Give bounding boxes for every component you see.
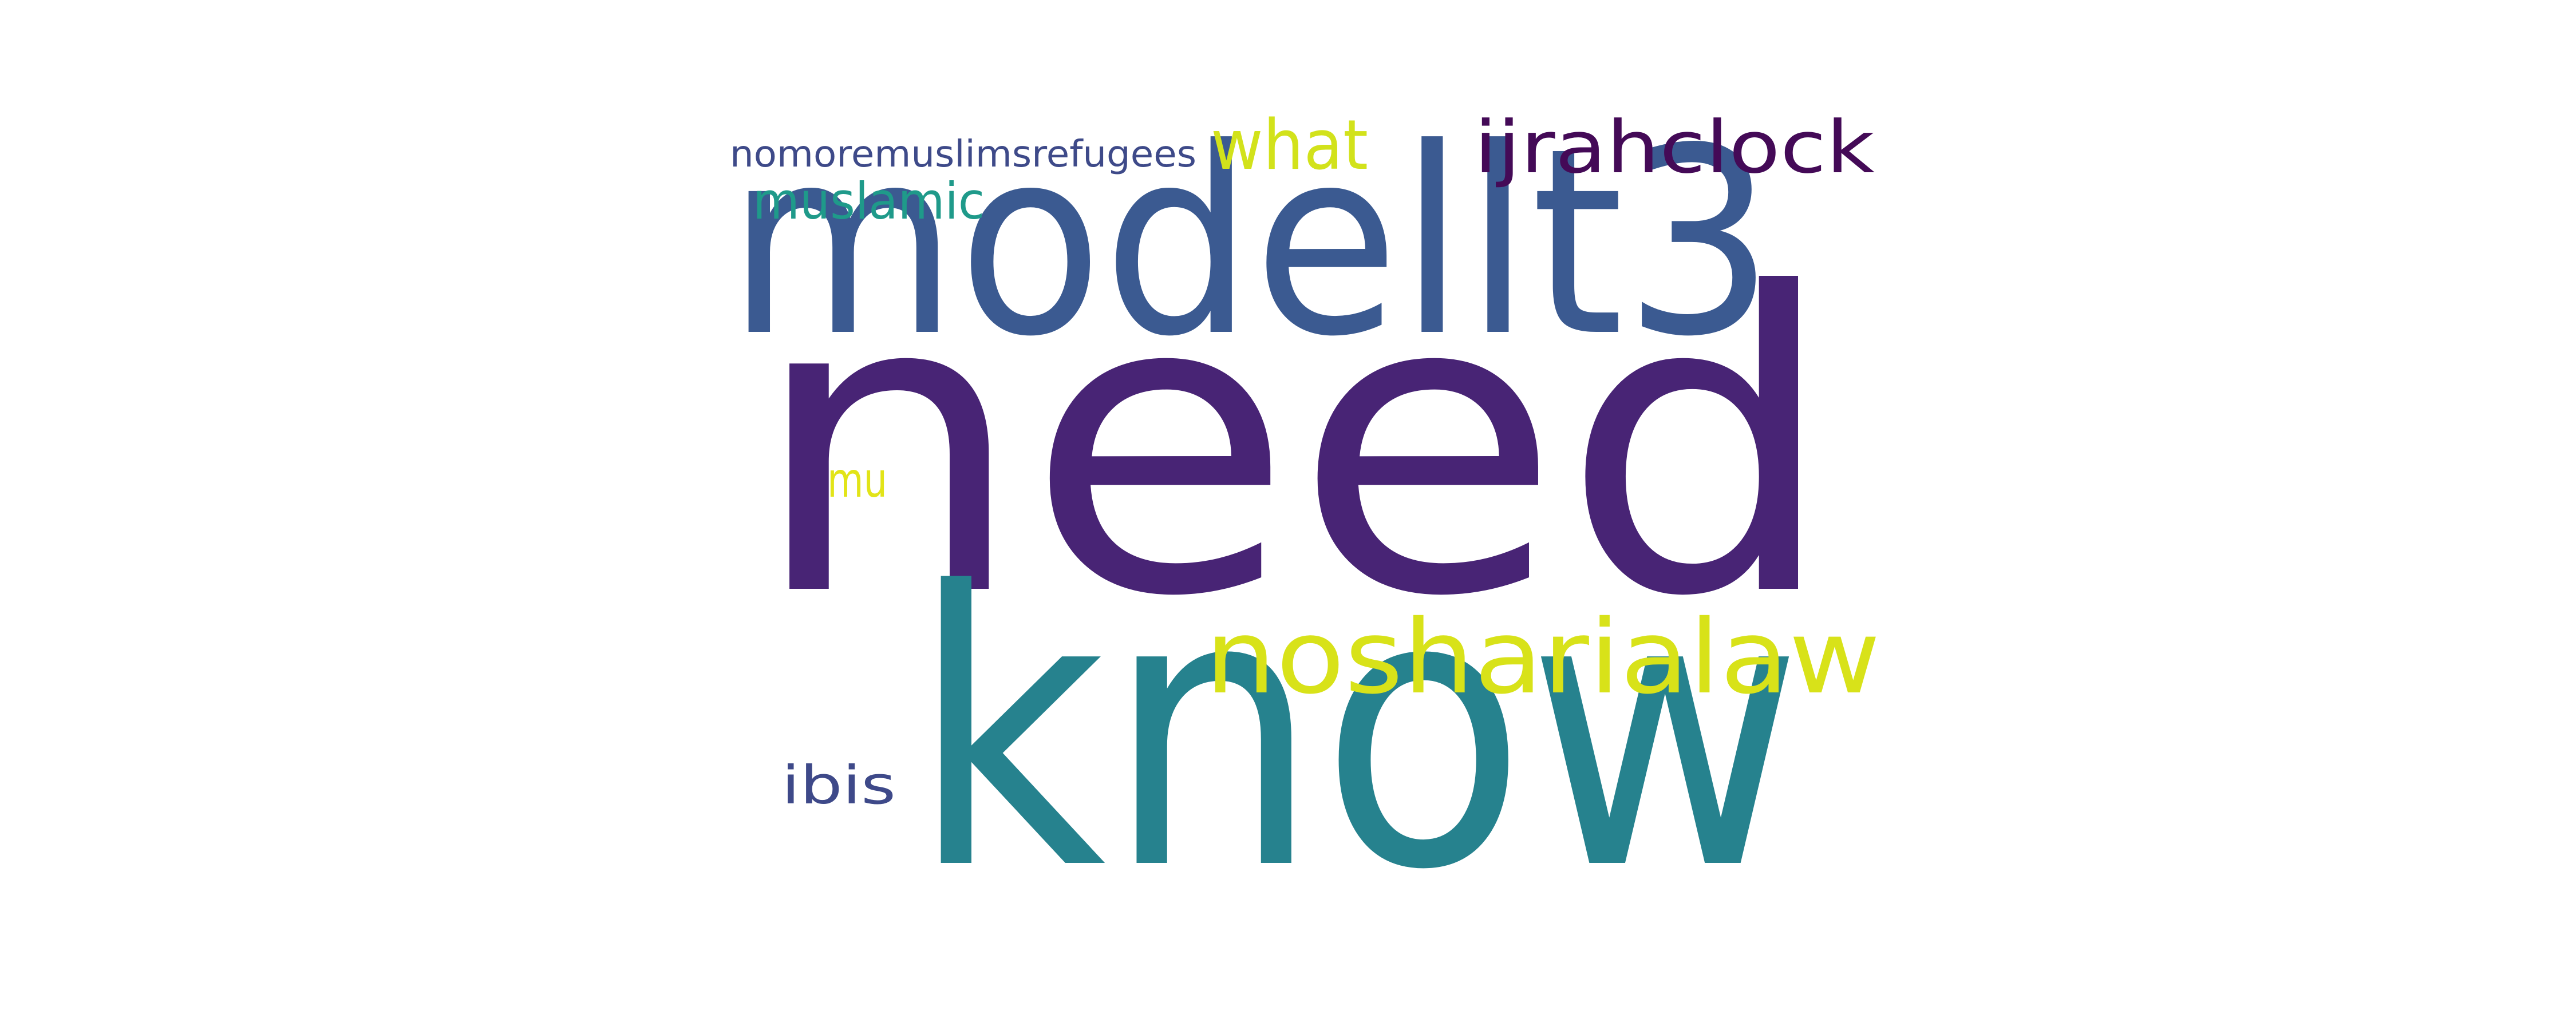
word-know: know [910, 512, 1803, 952]
word-ibis: ibis [781, 755, 896, 816]
word-nosharialaw: nosharialaw [1205, 598, 1881, 716]
word-nomoremuslimsrefugees: nomoremuslimsrefugees [730, 133, 1196, 176]
word-muslamic: muslamic [753, 172, 985, 231]
word-what: what [1211, 106, 1368, 185]
word-need: need [750, 207, 1838, 686]
word-mu: mu [827, 452, 887, 508]
word-modellt3: modellt3 [727, 93, 1775, 393]
word-ijrahclock: ijrahclock [1474, 105, 1875, 189]
